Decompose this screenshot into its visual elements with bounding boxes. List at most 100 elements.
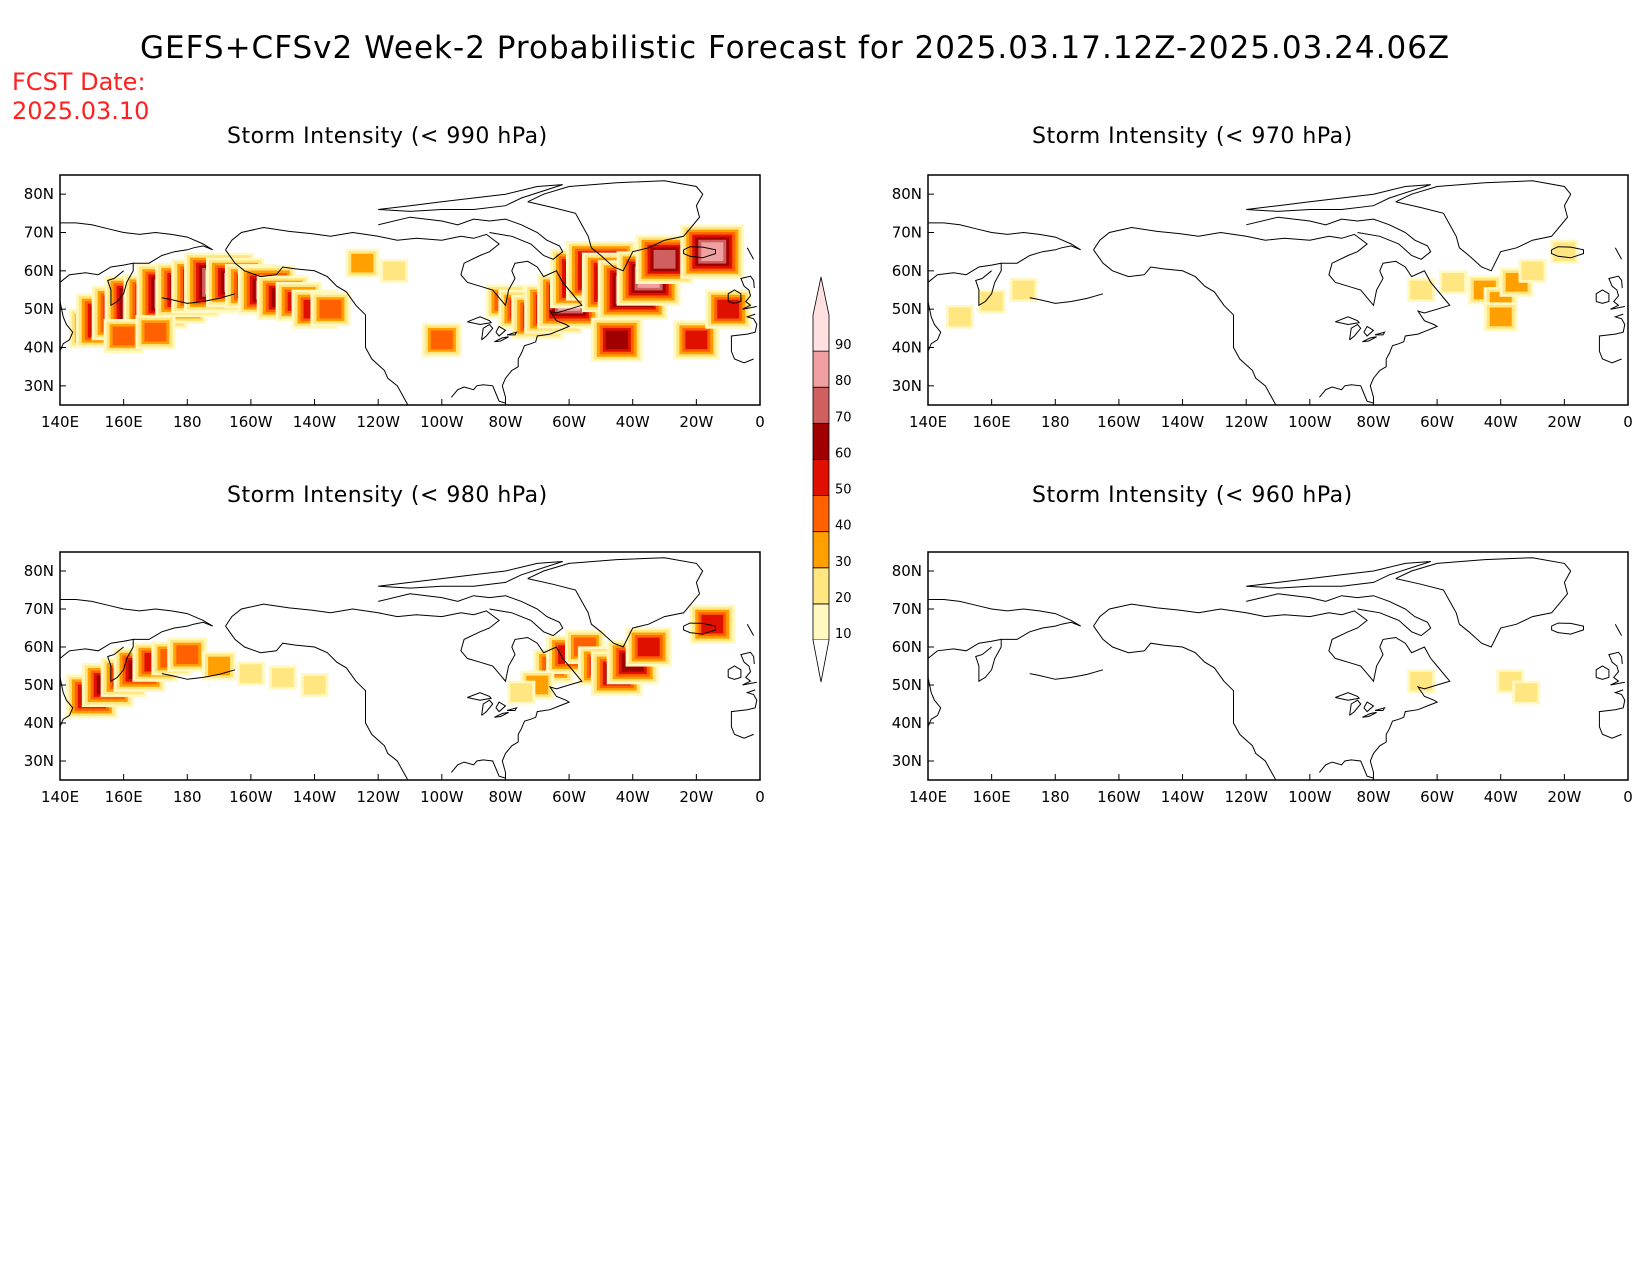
map-panels: 140E 160E 180 160W 140W 120W 100W 80W 60W 40W 20W 0… (24, 174, 1633, 806)
coastline (1374, 706, 1386, 711)
lat-tick-label: 70N (24, 224, 54, 242)
probability-cell (271, 668, 294, 687)
lat-tick-label: 80N (24, 185, 54, 203)
colorbar-label: 30 (835, 555, 852, 570)
coastline (1093, 603, 1451, 779)
map-frame (59, 551, 761, 781)
lon-tick-label: 100W (420, 413, 464, 431)
lat-tick-label: 40N (892, 714, 922, 732)
coastline (378, 561, 563, 589)
probability-cell (303, 675, 326, 695)
coastline (1029, 669, 1104, 680)
lon-tick-label: 120W (1224, 788, 1268, 806)
probability-cell (1553, 242, 1576, 262)
coastline (928, 222, 1081, 264)
map-frame (927, 551, 1629, 781)
lon-tick-label: 40W (1484, 788, 1518, 806)
coastline (506, 706, 518, 711)
coastline (1093, 249, 1277, 405)
colorbar-swatch (812, 276, 830, 352)
coastline (683, 622, 716, 635)
colorbar-label: 80 (835, 374, 852, 389)
coastline (60, 222, 213, 264)
coastline (727, 665, 742, 680)
map-frame (927, 174, 1629, 406)
coastline (1093, 226, 1451, 404)
lat-tick-label: 80N (892, 562, 922, 580)
colorbar-label: 40 (835, 519, 852, 534)
coastline (1349, 323, 1362, 341)
coastline (60, 599, 213, 640)
probability-cell (1521, 261, 1544, 281)
probability-cell (948, 307, 971, 327)
probability-cell (144, 322, 167, 342)
coastline (746, 623, 755, 636)
lon-tick-label: 0 (755, 788, 765, 806)
lon-tick-label: 100W (1288, 788, 1332, 806)
lon-tick-label: 100W (1288, 413, 1332, 431)
lon-tick-label: 180 (173, 413, 202, 431)
lat-tick-label: 60N (892, 638, 922, 656)
probability-cell (1515, 683, 1538, 702)
lon-tick-label: 140E (41, 788, 79, 806)
lon-tick-label: 160E (105, 413, 143, 431)
coastline (1246, 561, 1431, 589)
lat-tick-label: 50N (892, 300, 922, 318)
probability-cell (1489, 307, 1512, 327)
coastline (225, 603, 583, 779)
lat-tick-label: 80N (892, 185, 922, 203)
lat-tick-label: 40N (892, 339, 922, 357)
coastline (1246, 593, 1432, 637)
colorbar-swatch (812, 495, 830, 533)
lon-tick-label: 60W (552, 413, 586, 431)
lat-tick-label: 60N (24, 262, 54, 280)
coastline (60, 301, 74, 364)
probability-cell (1410, 671, 1433, 691)
probability-cell (980, 292, 1003, 311)
lon-tick-label: 120W (356, 788, 400, 806)
map-background (928, 552, 1628, 780)
lon-tick-label: 60W (1420, 413, 1454, 431)
coastline (1614, 623, 1623, 636)
coastline (481, 699, 494, 716)
colorbar-label: 50 (835, 483, 852, 498)
lon-tick-label: 160W (229, 413, 273, 431)
lon-tick-label: 40W (616, 788, 650, 806)
lon-tick-label: 0 (1623, 413, 1633, 431)
lon-tick-label: 140W (293, 788, 337, 806)
lat-tick-label: 60N (24, 638, 54, 656)
main-title: GEFS+CFSv2 Week-2 Probabilistic Forecast… (140, 30, 1451, 66)
probability-cell (605, 330, 628, 350)
colorbar-swatch (812, 422, 830, 460)
coastline (1595, 289, 1610, 304)
coastline (928, 677, 942, 739)
lon-tick-label: 140W (293, 413, 337, 431)
lat-tick-label: 30N (24, 377, 54, 395)
coastline (225, 625, 409, 780)
coastline (467, 692, 493, 701)
panel-title-980: Storm Intensity (< 980 hPa) (227, 483, 548, 508)
coastline (1362, 336, 1377, 343)
probability-cell (319, 299, 342, 319)
lon-tick-label: 140W (1161, 413, 1205, 431)
coastline (225, 226, 583, 404)
probability-cell (208, 656, 231, 676)
probability-cell (383, 261, 406, 281)
coastline (467, 316, 493, 326)
lat-tick-label: 50N (24, 676, 54, 694)
lon-tick-label: 60W (552, 788, 586, 806)
lon-tick-label: 0 (1623, 788, 1633, 806)
colorbar-swatch (812, 459, 830, 496)
map-panel-p980: 140E 160E 180 160W 140W 120W 100W 80W 60W 40W 20W 0… (24, 551, 765, 806)
coastline (740, 651, 757, 686)
coastline (1395, 557, 1572, 648)
coastline (225, 249, 409, 405)
lat-tick-label: 70N (892, 224, 922, 242)
panel-title-970: Storm Intensity (< 970 hPa) (1032, 124, 1353, 149)
lon-tick-label: 140E (909, 413, 947, 431)
coastline (494, 336, 509, 343)
coastline (1246, 184, 1431, 212)
coastline (378, 216, 564, 260)
lon-tick-label: 140W (1161, 788, 1205, 806)
probability-cell (717, 299, 740, 319)
